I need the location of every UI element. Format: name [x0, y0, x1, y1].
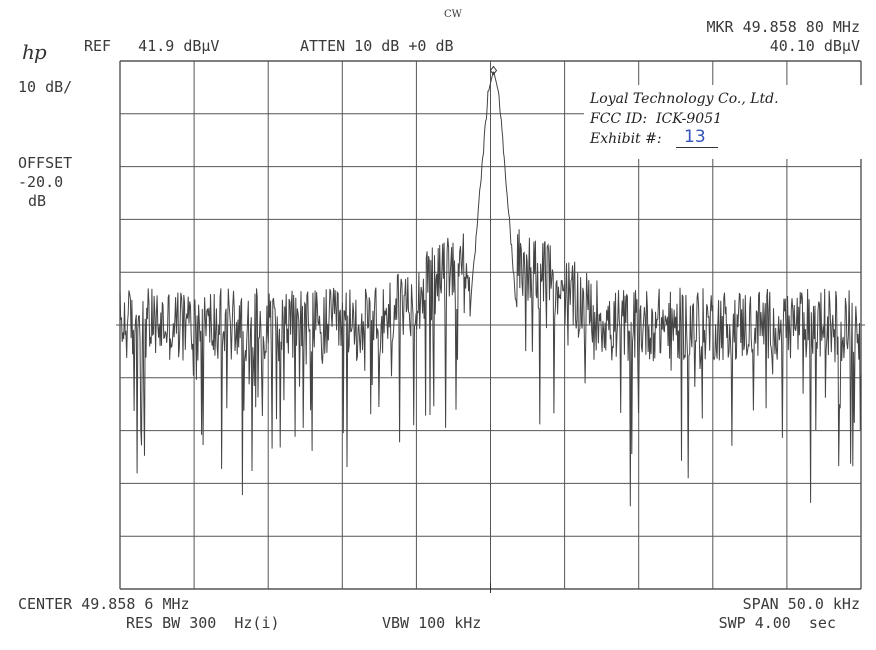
offset-title: OFFSET: [18, 154, 73, 172]
ref-level: REF 41.9 dBμV: [84, 37, 220, 55]
marker-diamond: [489, 65, 498, 76]
stamp-underline: [676, 147, 718, 148]
sweep-time: SWP 4.00 sec: [718, 614, 836, 632]
stamp-exhibit-number: 13: [684, 127, 706, 147]
stamp-company: Loyal Technology Co., Ltd.: [590, 91, 779, 107]
video-bandwidth: VBW 100 kHz: [382, 614, 482, 632]
stamp-fcc-id: FCC ID: ICK-9051: [590, 111, 723, 127]
offset-unit: dB: [28, 192, 47, 210]
spectrum-trace-group: [119, 65, 862, 593]
marker-amplitude: 40.10 dBμV: [769, 37, 860, 55]
hp-logo: hp: [22, 40, 47, 64]
scale-per-div: 10 dB/: [18, 78, 73, 96]
mode-label: CW: [444, 9, 462, 20]
center-frequency: CENTER 49.858 6 MHz: [18, 595, 190, 613]
stamp-exhibit-label: Exhibit #:: [590, 131, 662, 147]
offset-value: -20.0: [18, 173, 64, 191]
exhibit-stamp: Loyal Technology Co., Ltd. FCC ID: ICK-9…: [584, 85, 862, 159]
resolution-bandwidth: RES BW 300 Hz(i): [126, 614, 280, 632]
span: SPAN 50.0 kHz: [742, 595, 860, 613]
attenuation: ATTEN 10 dB +0 dB: [300, 37, 454, 55]
spectrum-trace: [119, 71, 862, 507]
marker-frequency: MKR 49.858 80 MHz: [706, 18, 860, 36]
